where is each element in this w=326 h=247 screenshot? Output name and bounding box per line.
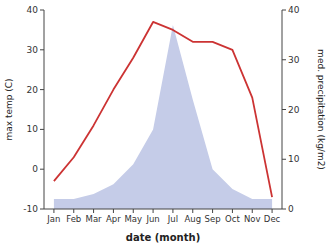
y-tick-label: -10 — [23, 204, 38, 214]
x-tick-label: Sep — [205, 214, 221, 224]
y-tick-label: 40 — [27, 5, 39, 15]
x-tick — [133, 209, 134, 213]
x-tick — [192, 209, 193, 213]
x-axis-line — [44, 209, 282, 210]
y2-tick — [282, 109, 286, 110]
y-tick-label: 10 — [27, 124, 39, 134]
x-tick — [172, 209, 173, 213]
y-axis-title: max temp (C) — [4, 78, 14, 140]
x-tick-label: Nov — [244, 214, 261, 224]
y2-tick-label: 40 — [288, 5, 300, 15]
y2-tick-label: 0 — [288, 204, 294, 214]
x-tick-label: Jan — [46, 214, 60, 224]
x-axis-title: date (month) — [126, 232, 200, 243]
x-tick-label: Aug — [184, 214, 201, 224]
y2-tick — [282, 10, 286, 11]
y2-axis-title: med. precipitation (kg/m2) — [316, 49, 326, 170]
y-tick — [40, 49, 44, 50]
y-tick — [40, 10, 44, 11]
x-tick — [272, 209, 273, 213]
x-tick-label: Oct — [225, 214, 240, 224]
y-tick — [40, 89, 44, 90]
x-tick — [212, 209, 213, 213]
y2-tick — [282, 159, 286, 160]
y2-tick — [282, 59, 286, 60]
x-tick-label: Jul — [167, 214, 178, 224]
x-tick-label: Jun — [145, 214, 159, 224]
x-tick — [73, 209, 74, 213]
chart: -10 0 10 20 30 40 0 10 20 30 40 Jan Feb MarAprMayJun J… — [0, 0, 326, 247]
temperature-line — [54, 22, 272, 197]
y2-tick-label: 20 — [288, 105, 300, 115]
precipitation-area — [54, 25, 272, 209]
chart-container: -10 0 10 20 30 40 0 10 20 30 40 Jan Feb MarAprMayJun J… — [0, 0, 326, 247]
x-tick-label: Dec — [264, 214, 281, 224]
y-axis-line — [44, 10, 45, 209]
x-tick — [93, 209, 94, 213]
y-tick-label: 20 — [27, 85, 39, 95]
y-tick-label: 30 — [27, 45, 39, 55]
y2-tick-label: 30 — [288, 55, 300, 65]
plot-area — [54, 22, 272, 209]
x-tick — [113, 209, 114, 213]
x-tick — [153, 209, 154, 213]
y-tick-label: 0 — [32, 164, 38, 174]
y2-tick — [282, 209, 286, 210]
x-tick-label: Feb — [66, 214, 81, 224]
y-tick — [40, 169, 44, 170]
x-tick-label: May — [124, 214, 142, 224]
x-tick — [232, 209, 233, 213]
x-tick — [252, 209, 253, 213]
x-tick — [53, 209, 54, 213]
x-tick-label: Mar — [86, 214, 103, 224]
x-tick-label: Apr — [106, 214, 121, 224]
y2-tick-label: 10 — [288, 154, 300, 164]
y-tick — [40, 209, 44, 210]
y-tick — [40, 129, 44, 130]
